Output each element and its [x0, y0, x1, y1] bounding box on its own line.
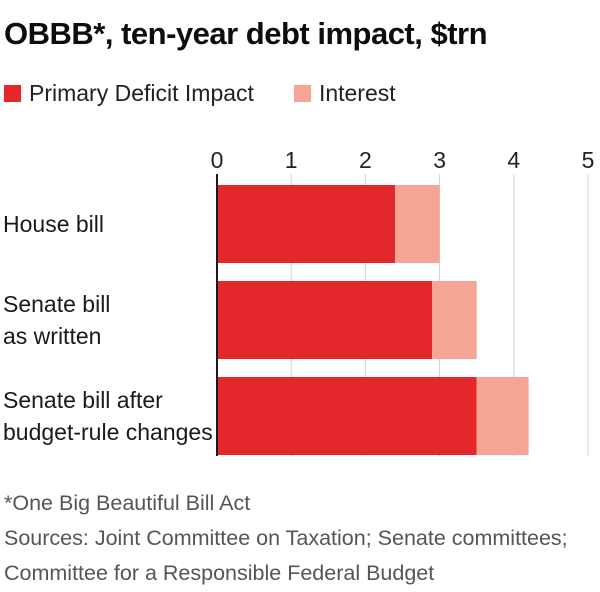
- legend-label-primary: Primary Deficit Impact: [29, 79, 254, 106]
- category-label: budget-rule changes: [3, 419, 213, 445]
- x-tick-label: 1: [285, 147, 298, 173]
- source-line-1: Sources: Joint Committee on Taxation; Se…: [4, 526, 568, 550]
- category-label: Senate bill: [3, 291, 110, 317]
- chart-legend: Primary Deficit Impact Interest: [4, 78, 436, 108]
- bar-chart: 0 1 2 3 4 5 House bill Senate bill as written Sen…: [3, 147, 595, 456]
- legend-swatch-interest: [293, 84, 311, 102]
- legend-swatch-primary: [4, 84, 21, 102]
- category-label: as written: [3, 323, 101, 349]
- x-tick-label: 4: [507, 147, 520, 173]
- legend-label-interest: Interest: [318, 79, 396, 106]
- footnote: *One Big Beautiful Bill Act: [4, 491, 251, 515]
- bar-interest: [476, 377, 529, 455]
- legend-item-primary: Primary Deficit Impact: [4, 80, 254, 107]
- bar-interest: [395, 185, 440, 263]
- bar-primary: [217, 185, 396, 263]
- bar-primary: [217, 377, 477, 455]
- chart-title: OBBB*, ten-year debt impact, $trn: [4, 16, 488, 51]
- x-tick-label: 0: [211, 147, 224, 173]
- category-label: House bill: [3, 211, 104, 237]
- x-tick-label: 5: [582, 147, 595, 173]
- category-label: Senate bill after: [3, 387, 163, 413]
- chart-notes: *One Big Beautiful Bill Act Sources: Joi…: [4, 486, 568, 591]
- bar-primary: [217, 281, 433, 359]
- x-tick-label: 2: [359, 147, 372, 173]
- source-line-2: Committee for a Responsible Federal Budg…: [4, 561, 435, 585]
- bar-interest: [432, 281, 477, 359]
- legend-item-interest: Interest: [293, 79, 396, 107]
- x-tick-label: 3: [433, 147, 446, 173]
